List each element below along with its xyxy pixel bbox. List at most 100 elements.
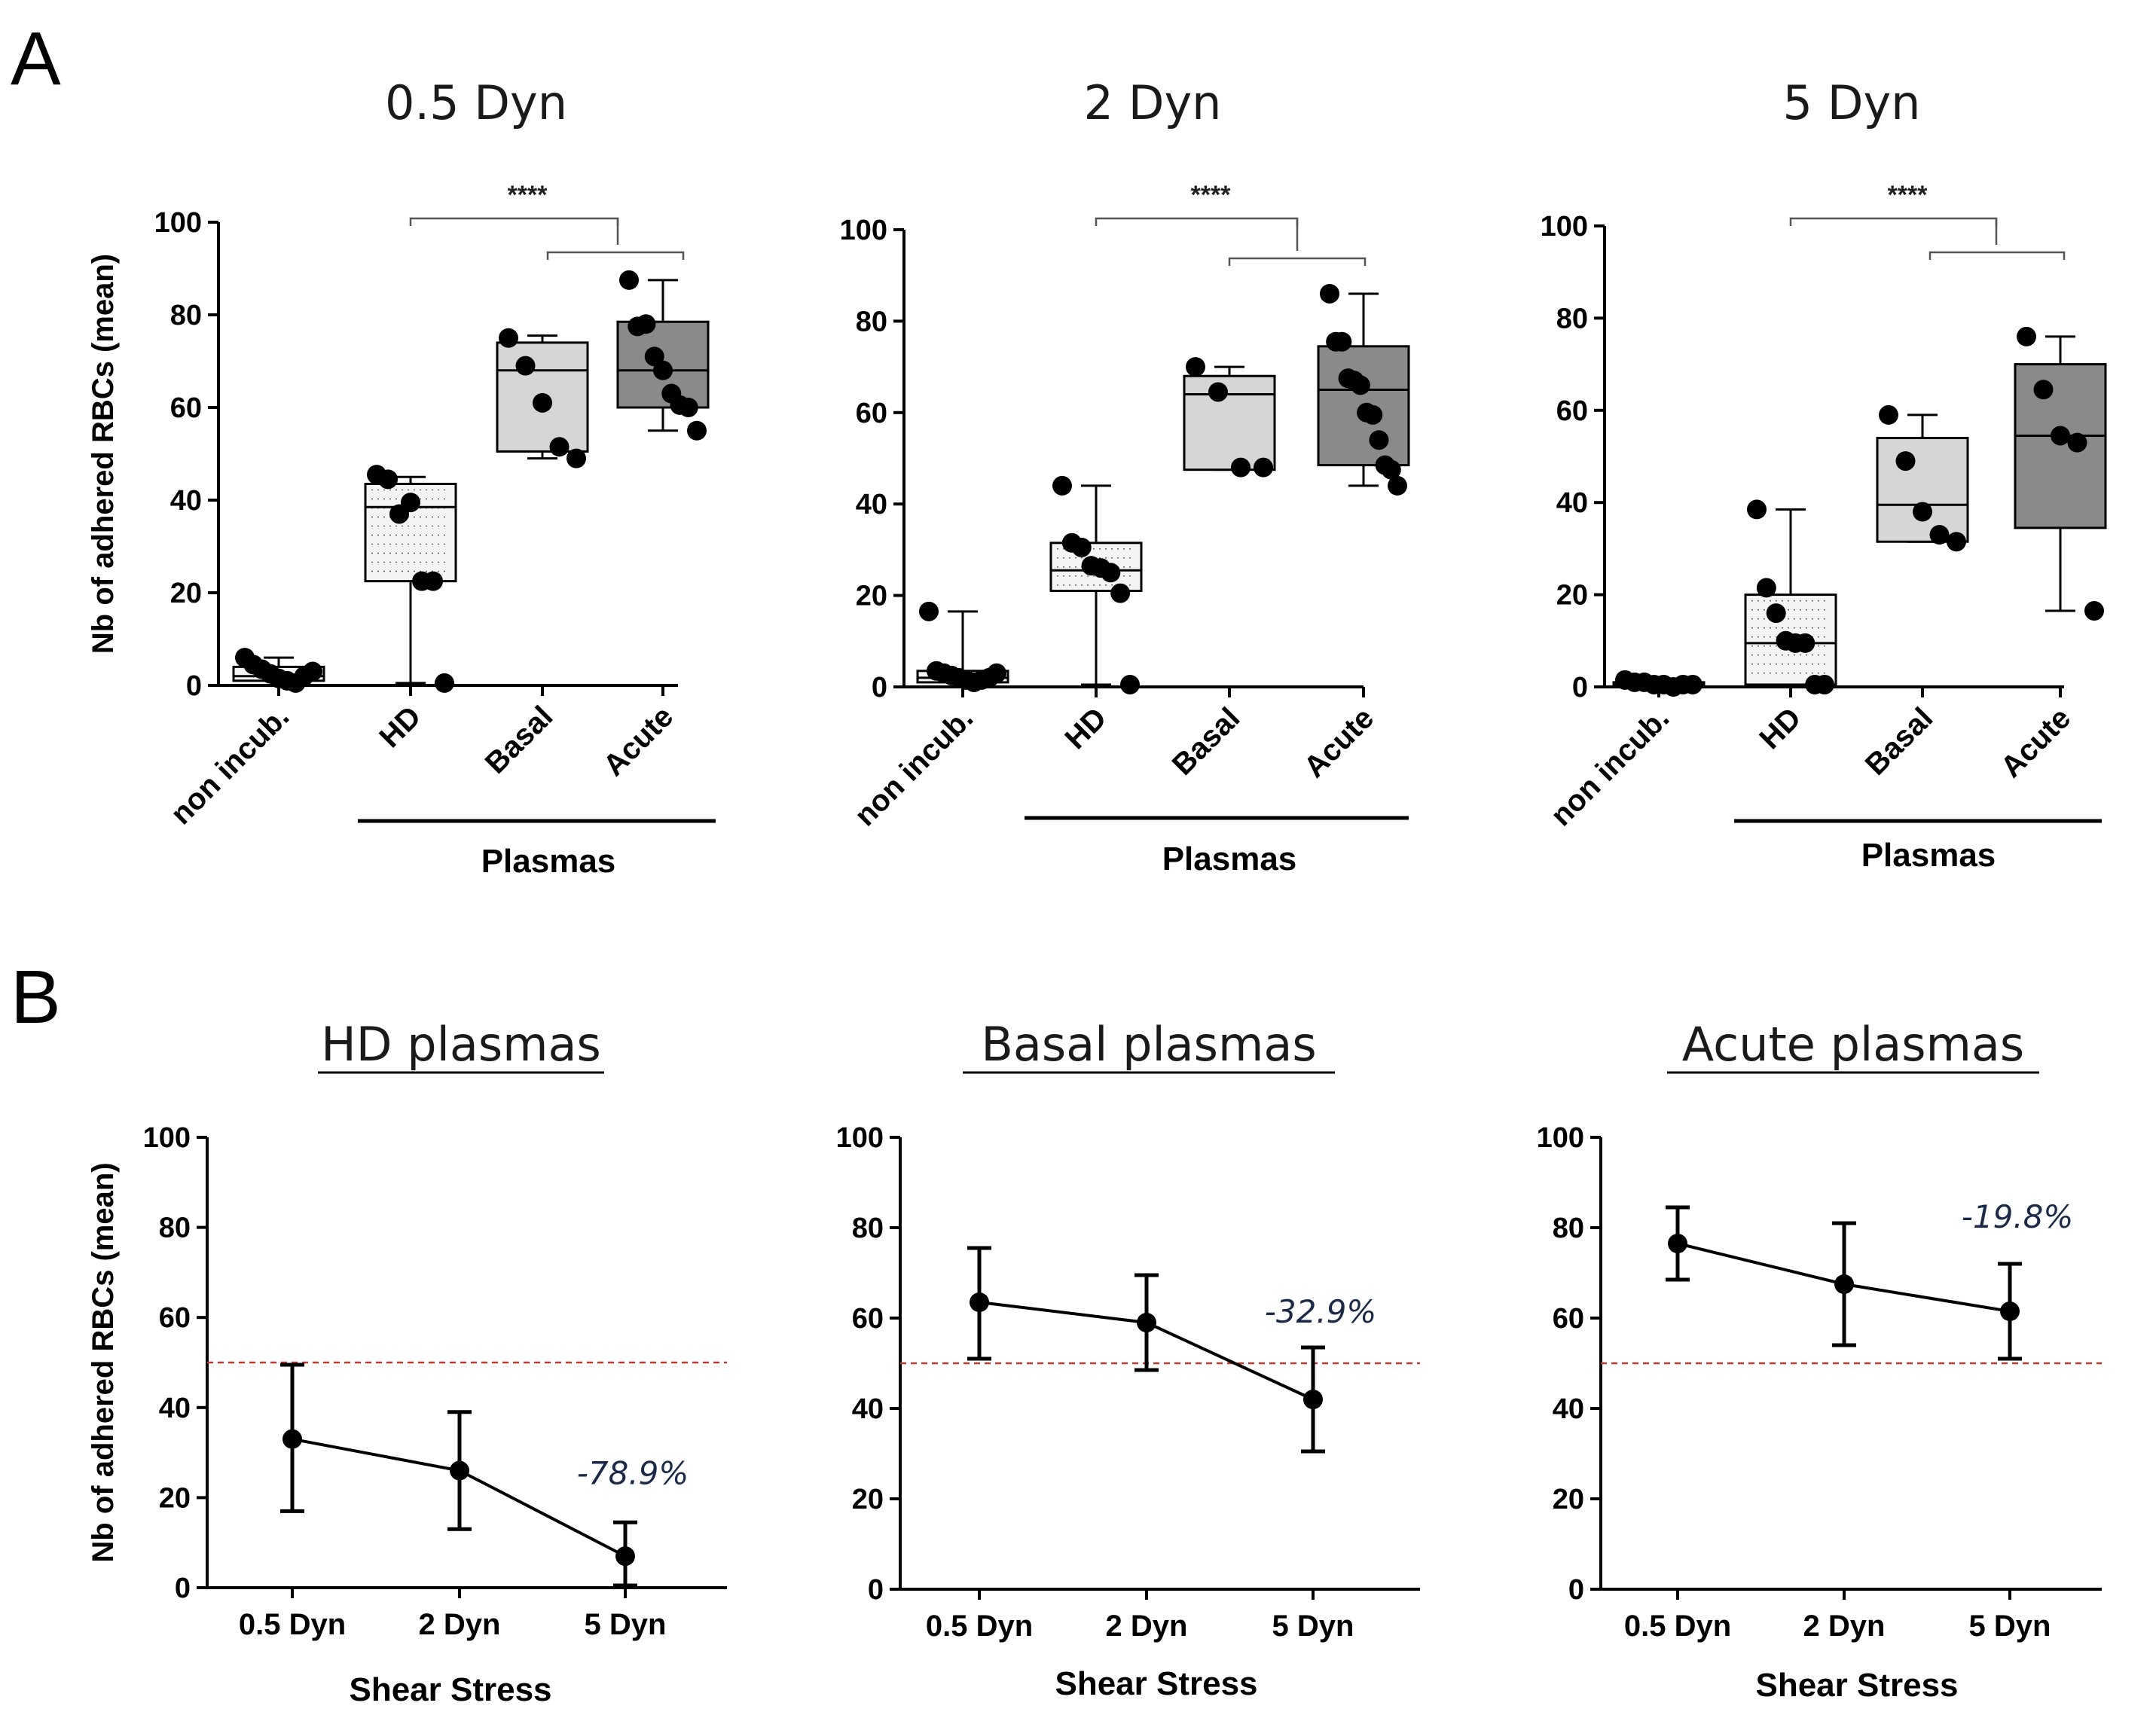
x-tick-label: 5 Dyn xyxy=(1272,1610,1354,1643)
significance-bracket-low xyxy=(1928,251,2066,260)
x-tick-label: Acute xyxy=(1995,701,2078,784)
box-2 xyxy=(1183,365,1276,471)
chart-title: Acute plasmas xyxy=(1682,1017,2024,1072)
chart-a3: 5 Dyn 0 20 40 60 80 100 non incub. HD Basal Acute *… xyxy=(1541,75,2107,874)
chart-b3: Acute plasmas 0 20 40 60 80 100 0.5 Dyn 2 Dyn 5 D… xyxy=(1537,1017,2102,1704)
data-point xyxy=(1110,583,1131,603)
data-point xyxy=(401,493,420,513)
data-point xyxy=(1071,537,1092,557)
chart-title: 5 Dyn xyxy=(1783,75,1921,130)
charts: 0.5 Dyn 0 20 40 60 80 100 Nb of adhered RBCs (m… xyxy=(87,75,2107,1708)
y-tick-label: 60 xyxy=(159,1302,191,1334)
y-tick-label: 0 xyxy=(868,1574,884,1606)
box-rect xyxy=(2014,363,2107,529)
data-point xyxy=(687,420,707,441)
x-tick-label: 0.5 Dyn xyxy=(926,1610,1033,1643)
x-tick-label: Basal xyxy=(479,700,560,780)
significance-stars: **** xyxy=(508,181,548,209)
y-tick-label: 20 xyxy=(852,1484,884,1515)
x-axis-label: Shear Stress xyxy=(349,1671,551,1708)
y-axis-label: Nb of adhered RBCs (mean) xyxy=(87,254,120,654)
percent-change-annotation: -78.9% xyxy=(577,1454,689,1491)
y-tick-label: 100 xyxy=(154,207,202,239)
data-point xyxy=(282,1429,302,1449)
percent-change-annotation: -19.8% xyxy=(1962,1198,2074,1235)
data-point xyxy=(499,328,518,348)
data-point xyxy=(636,314,656,334)
y-tick-label: 80 xyxy=(856,306,887,337)
panel-label-b: B xyxy=(11,955,61,1039)
x-tick-label: non incub. xyxy=(848,701,979,832)
y-tick-label: 40 xyxy=(170,485,202,517)
data-point xyxy=(1332,331,1352,352)
x-tick-label: Acute xyxy=(1298,701,1381,784)
x-tick-label: Basal xyxy=(1166,701,1247,782)
y-tick-label: 80 xyxy=(170,300,202,331)
box-1 xyxy=(1049,484,1143,686)
chart-a1: 0.5 Dyn 0 20 40 60 80 100 Nb of adhered RBCs (m… xyxy=(87,75,716,880)
x-tick-label: 0.5 Dyn xyxy=(239,1608,346,1641)
x-tick-label: Basal xyxy=(1859,701,1940,782)
data-point xyxy=(1913,502,1932,522)
data-point xyxy=(1254,457,1273,478)
data-point xyxy=(1683,674,1703,694)
x-tick-label: non incub. xyxy=(1544,701,1675,832)
data-point xyxy=(2033,380,2054,400)
data-point xyxy=(1834,1274,1854,1294)
data-point xyxy=(549,437,570,457)
y-tick-label: 100 xyxy=(840,215,887,246)
x-tick-label: 2 Dyn xyxy=(419,1608,501,1641)
x-tick-label: HD xyxy=(1753,701,1807,755)
x-tick-label: non incub. xyxy=(164,700,295,831)
data-point xyxy=(1120,674,1140,694)
y-tick-label: 40 xyxy=(1556,487,1588,519)
data-point xyxy=(919,601,939,621)
data-point xyxy=(653,360,673,380)
y-tick-label: 40 xyxy=(159,1393,191,1424)
y-tick-label: 80 xyxy=(1556,303,1588,334)
y-tick-label: 80 xyxy=(852,1213,884,1244)
data-point xyxy=(533,392,552,413)
x-axis-label: Shear Stress xyxy=(1055,1665,1257,1702)
chart-title: Basal plasmas xyxy=(981,1017,1316,1072)
chart-title: 0.5 Dyn xyxy=(385,75,567,130)
box-rect xyxy=(1183,374,1276,471)
x-tick-label: 5 Dyn xyxy=(585,1608,667,1641)
y-axis-label: Nb of adhered RBCs (mean) xyxy=(87,1162,120,1562)
data-point xyxy=(515,356,536,376)
data-point xyxy=(1929,525,1950,545)
y-tick-label: 0 xyxy=(1568,1574,1584,1606)
significance-stars: **** xyxy=(1191,181,1232,209)
data-point xyxy=(303,661,322,682)
significance-stars: **** xyxy=(1888,181,1928,209)
data-point xyxy=(619,270,639,290)
y-tick-label: 20 xyxy=(170,578,202,609)
y-tick-label: 40 xyxy=(1553,1393,1584,1425)
data-point xyxy=(1137,1313,1156,1332)
x-tick-label: 2 Dyn xyxy=(1803,1610,1886,1643)
y-tick-label: 60 xyxy=(1553,1303,1584,1335)
percent-change-annotation: -32.9% xyxy=(1265,1293,1377,1330)
data-point xyxy=(1895,451,1916,471)
significance-bracket-top xyxy=(1095,217,1299,226)
data-point xyxy=(1369,430,1389,450)
y-tick-label: 20 xyxy=(1556,580,1588,612)
y-tick-label: 40 xyxy=(852,1393,884,1425)
data-point xyxy=(1947,532,1966,552)
data-point xyxy=(1747,499,1767,520)
y-tick-label: 20 xyxy=(159,1482,191,1514)
data-point xyxy=(1363,404,1383,425)
data-point xyxy=(2000,1301,2020,1321)
y-tick-label: 80 xyxy=(159,1213,191,1244)
data-point xyxy=(1879,404,1898,425)
y-tick-label: 60 xyxy=(170,392,202,424)
y-tick-label: 20 xyxy=(1553,1484,1584,1515)
x-tick-label: 5 Dyn xyxy=(1969,1610,2051,1643)
data-point xyxy=(1208,382,1228,402)
y-tick-label: 60 xyxy=(856,398,887,429)
data-point xyxy=(1186,357,1205,377)
group-label: Plasmas xyxy=(1162,841,1297,877)
box-2 xyxy=(1876,413,1969,543)
chart-title: 2 Dyn xyxy=(1084,75,1222,130)
data-point xyxy=(2017,326,2036,346)
